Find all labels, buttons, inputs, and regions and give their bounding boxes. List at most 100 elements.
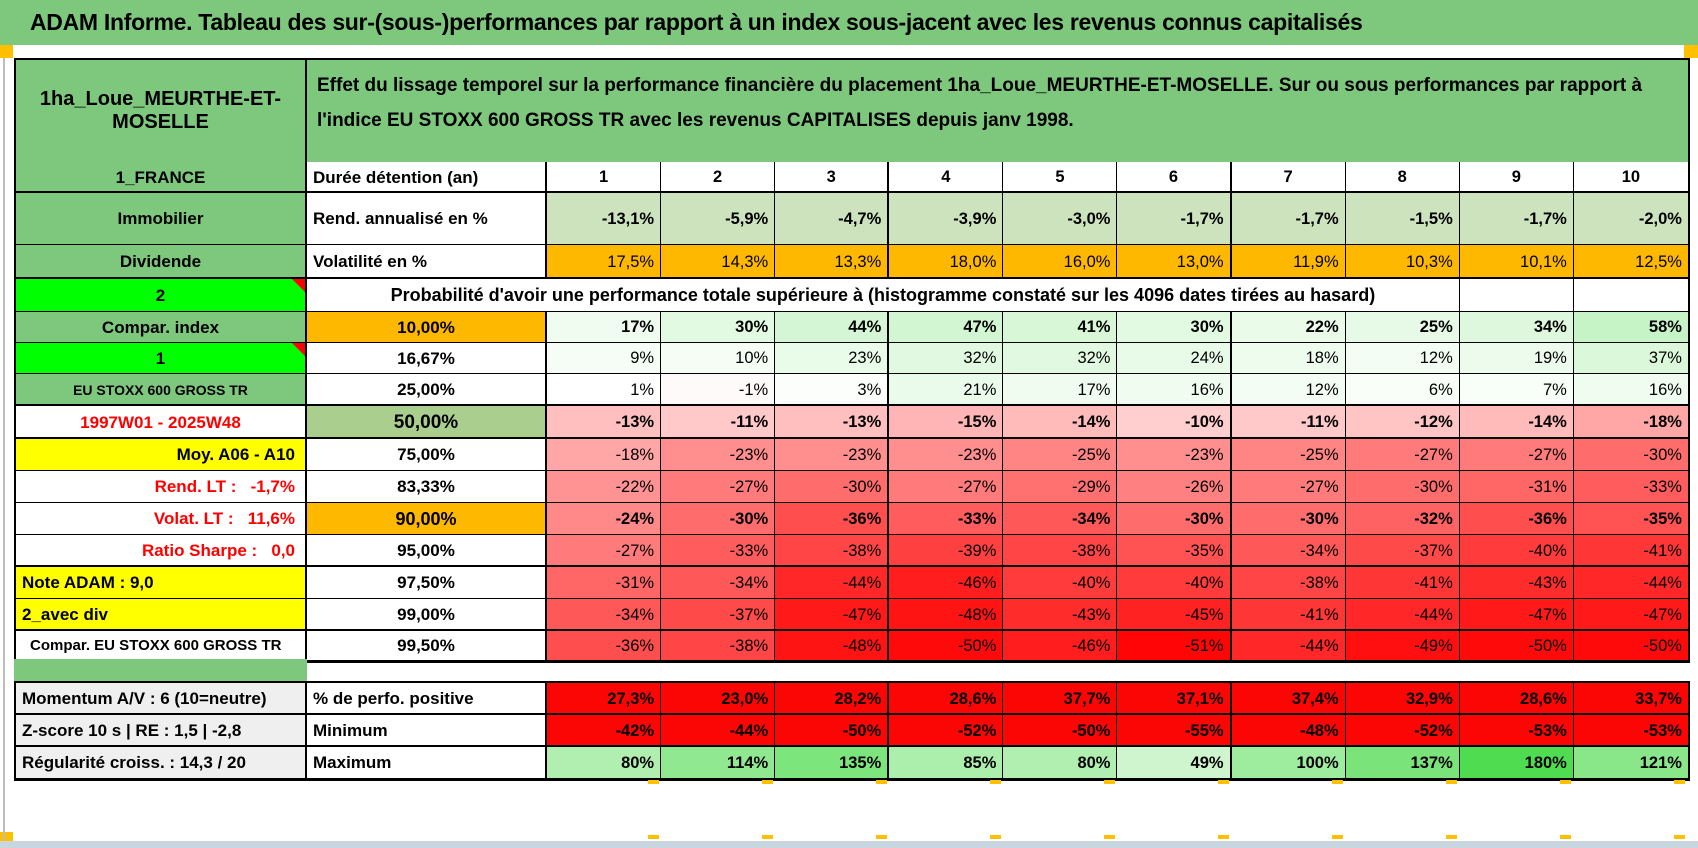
value-cell[interactable]: -36% [547,631,662,661]
value-cell[interactable]: -3,9% [889,193,1004,245]
value-cell[interactable]: 6 [1117,162,1232,193]
metric-cell[interactable]: 95,00% [307,535,547,567]
value-cell[interactable]: -27% [547,535,662,567]
value-cell[interactable]: 41% [1003,312,1118,343]
row-label-cell[interactable]: Dividende [16,245,307,279]
value-cell[interactable]: 12% [1345,343,1460,374]
value-cell[interactable]: -38% [1231,567,1346,599]
value-cell[interactable]: -30% [661,503,776,535]
row-label-cell[interactable]: Z-score 10 s | RE : 1,5 | -2,8 [16,715,307,747]
value-cell[interactable]: -52% [889,715,1004,747]
value-cell[interactable]: -18% [1573,406,1688,439]
metric-cell[interactable]: Volatilité en % [307,245,547,279]
value-cell[interactable]: -33% [661,535,776,567]
value-cell[interactable]: 5 [1003,162,1118,193]
value-cell[interactable]: -1% [661,374,776,406]
value-cell[interactable]: -50% [1573,631,1688,661]
value-cell[interactable]: -41% [1573,535,1688,567]
value-cell[interactable]: -33% [1573,471,1688,503]
value-cell[interactable]: -36% [1459,503,1574,535]
row-label-cell[interactable]: Ratio Sharpe : 0,0 [16,535,307,567]
value-cell[interactable]: -25% [1003,439,1118,471]
value-cell[interactable]: -31% [547,567,662,599]
value-cell[interactable]: 12,5% [1573,245,1688,279]
value-cell[interactable]: 17% [547,312,662,343]
value-cell[interactable]: -40% [1117,567,1232,599]
value-cell[interactable]: 180% [1459,747,1574,779]
value-cell[interactable]: 6% [1345,374,1460,406]
metric-cell[interactable]: 99,00% [307,599,547,631]
value-cell[interactable]: -13% [775,406,890,439]
value-cell[interactable]: -46% [1003,631,1118,661]
metric-cell[interactable]: 90,00% [307,503,547,535]
value-cell[interactable]: -14% [1003,406,1118,439]
row-label-cell[interactable]: 2_avec div [16,599,307,631]
value-cell[interactable]: 19% [1459,343,1574,374]
value-cell[interactable]: -50% [1003,715,1118,747]
value-cell[interactable]: -27% [661,471,776,503]
value-cell[interactable]: -31% [1459,471,1574,503]
value-cell[interactable]: -1,7% [1117,193,1232,245]
value-cell[interactable]: -13% [547,406,662,439]
value-cell[interactable]: -11% [1231,406,1346,439]
value-cell[interactable]: -23% [775,439,890,471]
value-cell[interactable]: -49% [1345,631,1460,661]
value-cell[interactable]: -36% [775,503,890,535]
description-cell[interactable]: Effet du lissage temporel sur la perform… [307,60,1688,162]
metric-cell[interactable]: % de perfo. positive [307,683,547,715]
value-cell[interactable]: 10,1% [1459,245,1574,279]
value-cell[interactable]: 13,3% [775,245,890,279]
value-cell[interactable]: 7% [1459,374,1574,406]
value-cell[interactable]: -37% [661,599,776,631]
value-cell[interactable]: 10% [661,343,776,374]
value-cell[interactable]: -44% [661,715,776,747]
value-cell[interactable]: -46% [889,567,1004,599]
value-cell[interactable]: -35% [1573,503,1688,535]
value-cell[interactable]: -43% [1459,567,1574,599]
value-cell[interactable]: -43% [1003,599,1118,631]
value-cell[interactable]: -13,1% [547,193,662,245]
value-cell[interactable]: -15% [889,406,1004,439]
value-cell[interactable]: -50% [889,631,1004,661]
value-cell[interactable]: 12% [1231,374,1346,406]
row-label-cell[interactable]: Volat. LT : 11,6% [16,503,307,535]
value-cell[interactable]: -48% [1231,715,1346,747]
value-cell[interactable]: -32% [1345,503,1460,535]
value-cell[interactable]: -44% [1231,631,1346,661]
value-cell[interactable]: 121% [1573,747,1688,779]
value-cell[interactable]: -34% [661,567,776,599]
value-cell[interactable]: -50% [775,715,890,747]
value-cell[interactable]: -4,7% [775,193,890,245]
value-cell[interactable]: 32% [889,343,1004,374]
value-cell[interactable]: -29% [1003,471,1118,503]
value-cell[interactable]: 37,7% [1003,683,1118,715]
value-cell[interactable]: -45% [1117,599,1232,631]
empty-cell[interactable] [1459,279,1574,312]
value-cell[interactable]: 13,0% [1117,245,1232,279]
probability-banner-cell[interactable]: Probabilité d'avoir une performance tota… [307,279,1460,312]
value-cell[interactable]: -50% [1459,631,1574,661]
row-label-cell[interactable]: Momentum A/V : 6 (10=neutre) [16,683,307,715]
value-cell[interactable]: 16% [1573,374,1688,406]
row-label-cell[interactable]: 1_FRANCE [16,162,307,193]
value-cell[interactable]: -44% [1345,599,1460,631]
row-label-cell[interactable]: Compar. index [16,312,307,343]
value-cell[interactable]: 21% [889,374,1004,406]
value-cell[interactable]: 4 [889,162,1004,193]
value-cell[interactable]: 30% [1117,312,1232,343]
value-cell[interactable]: 114% [661,747,776,779]
value-cell[interactable]: -33% [889,503,1004,535]
row-label-cell[interactable]: Note ADAM : 9,0 [16,567,307,599]
metric-cell[interactable]: 10,00% [307,312,547,343]
value-cell[interactable]: 17,5% [547,245,662,279]
value-cell[interactable]: -30% [1345,471,1460,503]
row-label-cell[interactable]: Rend. LT : -1,7% [16,471,307,503]
value-cell[interactable]: -35% [1117,535,1232,567]
metric-cell[interactable]: 99,50% [307,631,547,661]
value-cell[interactable]: 28,6% [1459,683,1574,715]
metric-cell[interactable]: Minimum [307,715,547,747]
value-cell[interactable]: -23% [661,439,776,471]
value-cell[interactable]: -38% [661,631,776,661]
metric-cell[interactable]: 75,00% [307,439,547,471]
metric-cell[interactable]: 25,00% [307,374,547,406]
